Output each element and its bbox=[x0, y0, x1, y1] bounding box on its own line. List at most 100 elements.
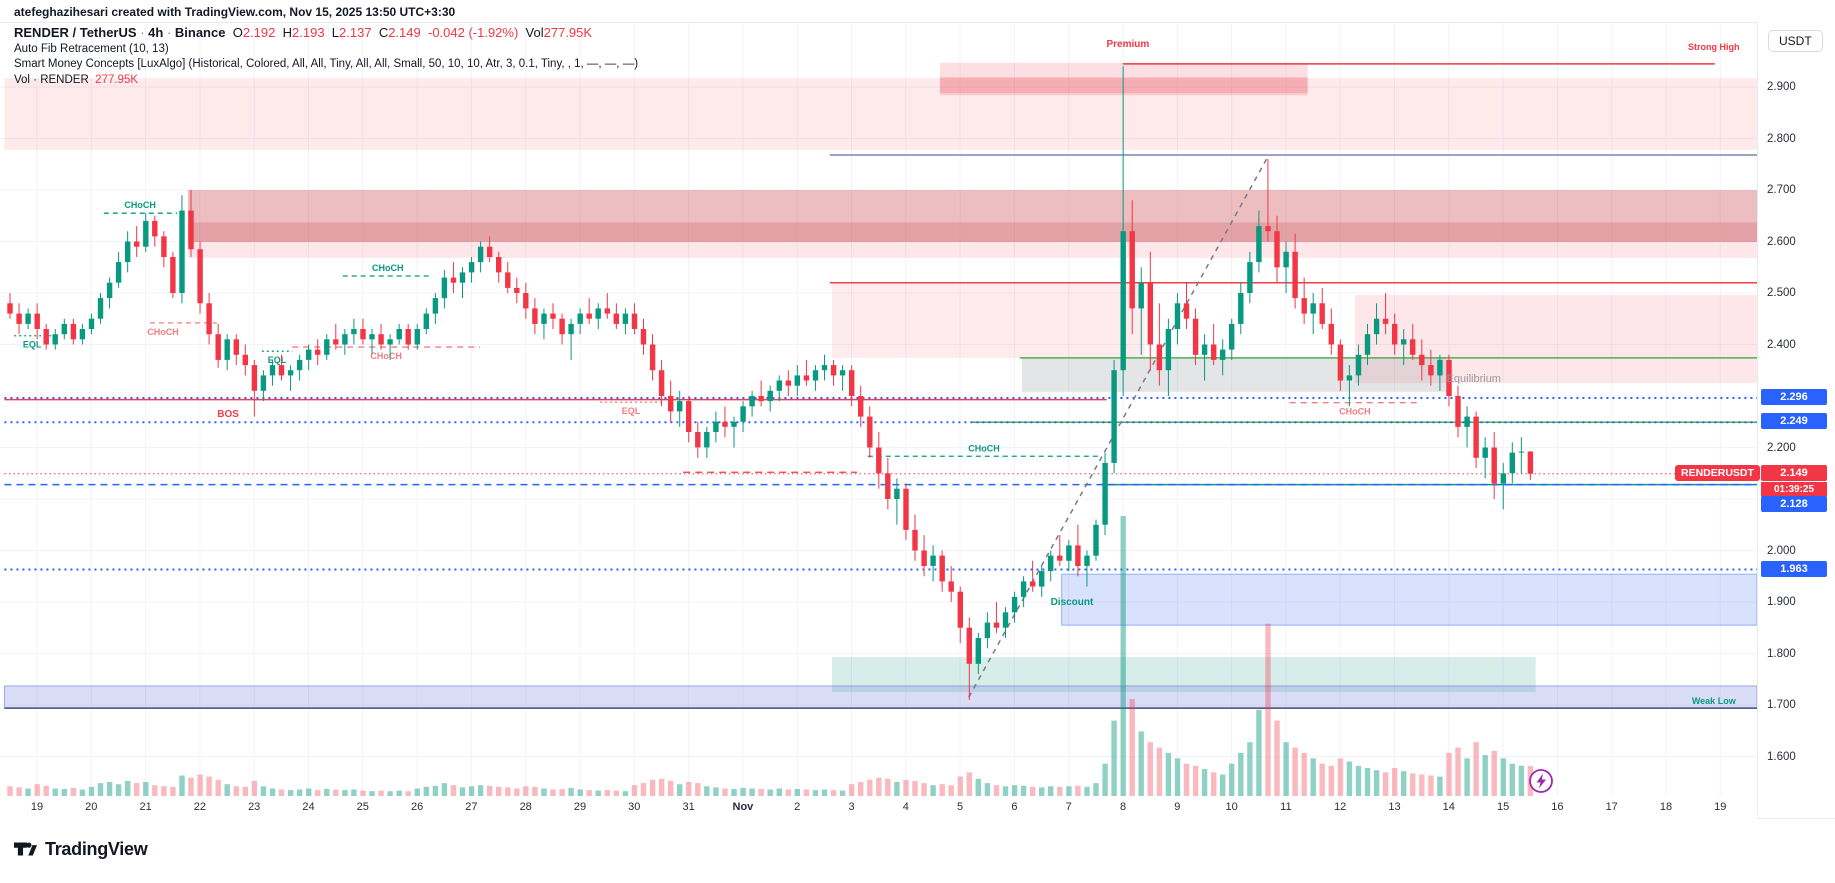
candle-body bbox=[134, 241, 140, 247]
volume-bar bbox=[1165, 752, 1172, 796]
volume-bar bbox=[170, 786, 176, 796]
candle-body bbox=[541, 313, 547, 324]
candle-body bbox=[839, 370, 846, 376]
zone-premium-band bbox=[4, 78, 1757, 150]
candle-body bbox=[1373, 318, 1380, 335]
candle-body bbox=[975, 638, 981, 664]
volume-bar bbox=[1355, 765, 1362, 796]
price-tick: 2.800 bbox=[1767, 132, 1796, 145]
volume-bar bbox=[1211, 772, 1217, 796]
candle-body bbox=[441, 277, 448, 299]
volume-bar bbox=[487, 785, 493, 796]
candle-body bbox=[604, 308, 610, 314]
candle-body bbox=[1283, 251, 1289, 268]
time-axis-label: 7 bbox=[1065, 801, 1072, 813]
zone-strong-high-supply bbox=[940, 62, 1308, 96]
indicator-row-smc[interactable]: Smart Money Concepts [LuxAlgo] (Historic… bbox=[14, 58, 639, 70]
volume-bar bbox=[1491, 750, 1497, 796]
indicator-row-autofib[interactable]: Auto Fib Retracement (10, 13) bbox=[14, 42, 169, 55]
candle-body bbox=[324, 339, 330, 355]
candle-body bbox=[224, 339, 230, 360]
candle-body bbox=[640, 329, 647, 345]
chart-legend: RENDER / TetherUS · 4h · Binance O2.192 … bbox=[14, 25, 639, 88]
volume-bar bbox=[740, 787, 746, 796]
smc-label-choch: CHoCH bbox=[124, 200, 156, 210]
volume-bar bbox=[514, 788, 520, 796]
volume-bar bbox=[396, 790, 402, 796]
tradingview-logo[interactable]: TradingView bbox=[12, 836, 148, 862]
volume-bar bbox=[1319, 763, 1325, 796]
equilibrium-label: Equilibrium bbox=[1447, 373, 1501, 385]
price-tick: 2.900 bbox=[1767, 81, 1796, 93]
volume-bar bbox=[70, 787, 77, 796]
candle-body bbox=[885, 473, 891, 499]
zone-strong-high-supply-core bbox=[940, 77, 1308, 94]
volume-bar bbox=[468, 786, 475, 796]
volume-bar bbox=[858, 782, 864, 796]
low-label: L bbox=[331, 25, 340, 40]
alert-price-label[interactable]: 2.296 bbox=[1761, 389, 1827, 406]
candle-body bbox=[767, 390, 773, 402]
indicator-row-volume[interactable]: Vol · RENDER 277.95K bbox=[14, 73, 638, 88]
price-tick: 2.000 bbox=[1767, 544, 1796, 557]
volume-bar bbox=[1129, 699, 1135, 796]
candle-body bbox=[423, 313, 429, 329]
candle-body bbox=[966, 627, 972, 664]
candle-body bbox=[649, 344, 656, 371]
time-axis[interactable]: 19 20 21 22 23 24 25 26 27 28 29 30 31 Nov 2 3 4 5 6 7 8 9 10 1… bbox=[0, 797, 1757, 819]
close-label: C bbox=[378, 25, 389, 40]
currency-toggle-button[interactable]: USDT bbox=[1768, 30, 1823, 52]
alert-price-label[interactable]: 2.249 bbox=[1761, 413, 1827, 430]
volume-bar bbox=[1011, 785, 1018, 796]
price-scale[interactable]: USDT 2.900 2.800 2.700 2.600 2.500 2.400 2.200… bbox=[1757, 22, 1835, 815]
candle-body bbox=[477, 246, 484, 263]
time-axis-label: 26 bbox=[410, 801, 424, 813]
volume-bar bbox=[405, 791, 411, 796]
candle-body bbox=[622, 313, 629, 324]
volume-bar bbox=[25, 788, 31, 796]
volume-bar bbox=[731, 789, 737, 796]
discount-label: Discount bbox=[1051, 597, 1094, 608]
candle-body bbox=[631, 313, 638, 329]
candle-body bbox=[1301, 298, 1307, 314]
symbol-legend-row[interactable]: RENDER / TetherUS · 4h · Binance O2.192 … bbox=[14, 25, 593, 40]
candle-body bbox=[251, 365, 258, 391]
candle-body bbox=[505, 272, 511, 288]
candle-body bbox=[1238, 293, 1244, 324]
time-axis-label: 12 bbox=[1334, 801, 1347, 813]
alert-price-label[interactable]: 1.963 bbox=[1761, 560, 1827, 577]
candle-body bbox=[1382, 318, 1389, 324]
current-price-label[interactable]: 2.149 bbox=[1761, 464, 1827, 481]
time-axis-label: 5 bbox=[957, 801, 964, 813]
candle-body bbox=[894, 488, 900, 499]
volume-bar bbox=[1364, 768, 1371, 796]
zone-equilibrium-zone bbox=[1022, 357, 1447, 392]
candle-body bbox=[1084, 555, 1090, 566]
candle-body bbox=[342, 334, 348, 345]
volume-bar bbox=[1310, 758, 1316, 796]
boost-lightning-icon[interactable] bbox=[1528, 768, 1554, 794]
candle-body bbox=[993, 622, 1000, 628]
smc-label-eql: EQL bbox=[268, 355, 287, 365]
candle-body bbox=[287, 370, 294, 376]
volume-bar bbox=[306, 788, 312, 796]
volume-bar bbox=[97, 783, 104, 796]
time-axis-label: 13 bbox=[1388, 801, 1401, 813]
candle-body bbox=[34, 313, 40, 329]
alert-price-label[interactable]: 2.128 bbox=[1761, 495, 1827, 512]
volume-bar bbox=[921, 783, 927, 796]
volume-bar bbox=[7, 786, 13, 796]
volume-bar bbox=[1084, 786, 1090, 796]
time-axis-label: 31 bbox=[682, 801, 695, 813]
candle-body bbox=[1156, 344, 1163, 371]
candle-body bbox=[414, 329, 420, 345]
volume-bar bbox=[1093, 783, 1099, 796]
volume-bar bbox=[677, 784, 683, 796]
candle-body bbox=[1093, 524, 1099, 556]
candle-body bbox=[1011, 596, 1018, 613]
smc-label-choch: CHoCH bbox=[372, 263, 404, 273]
volume-bar bbox=[179, 775, 185, 796]
candle-body bbox=[1437, 359, 1443, 376]
volume-bar bbox=[876, 777, 882, 796]
